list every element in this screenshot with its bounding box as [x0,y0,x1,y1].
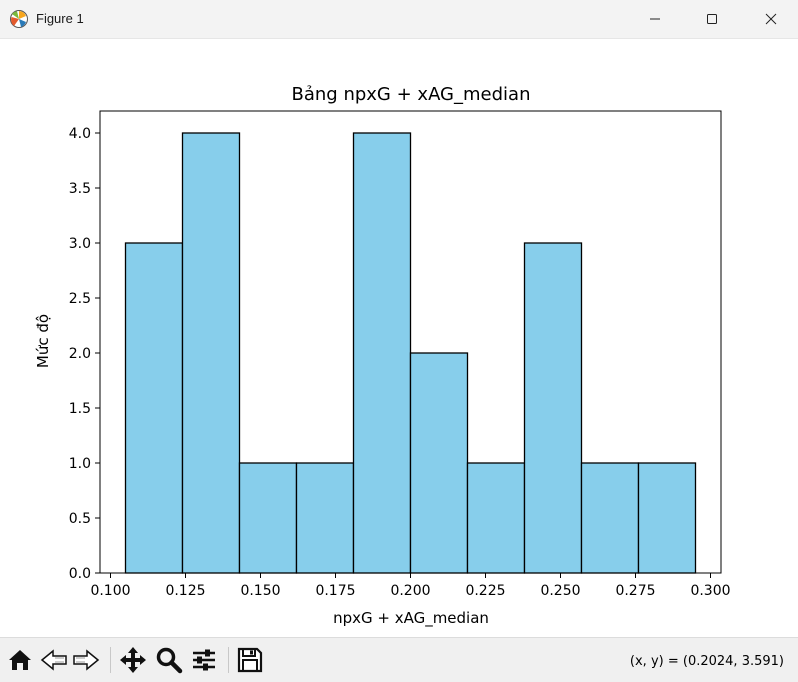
x-axis-label: npxG + xAG_median [333,609,489,628]
home-icon [9,650,31,670]
cursor-coordinates: (x, y) = (0.2024, 3.591) [629,654,784,669]
y-tick-label: 0.0 [69,566,91,582]
pan-button[interactable] [119,646,147,674]
window-title: Figure 1 [36,11,84,26]
window-titlebar: Figure 1 [0,0,798,39]
histogram-bar [352,132,412,574]
y-tick-label: 1.5 [69,401,91,417]
y-tick-label: 0.5 [69,511,91,527]
x-tick-label: 0.225 [465,583,505,599]
pan-move-icon [120,647,146,673]
x-tick-label: 0.200 [390,583,430,599]
x-tick-label: 0.250 [540,583,580,599]
navigation-toolbar: (x, y) = (0.2024, 3.591) [0,637,798,682]
y-tick-label: 4.0 [69,126,91,142]
y-tick-label: 1.0 [69,456,91,472]
zoom-button[interactable] [155,646,183,674]
histogram-bar [580,462,640,574]
histogram-bar [466,462,526,574]
close-icon [765,13,777,25]
minimize-button[interactable] [632,0,678,38]
chart-title: Bảng npxG + xAG_median [292,84,531,105]
y-tick-label: 3.0 [69,236,91,252]
toolbar-separator [228,647,229,673]
histogram-bar [181,132,241,574]
forward-button[interactable] [72,646,100,674]
histogram-bar [637,462,697,574]
matplotlib-icon [9,9,29,29]
y-tick-label: 2.0 [69,346,91,362]
histogram-chart: 0.100 0.125 0.150 0.175 0.200 0.225 0.250 0.275… [34,84,731,628]
zoom-magnifier-icon [156,647,183,674]
maximize-button[interactable] [689,0,735,38]
x-tick-label: 0.125 [165,583,205,599]
save-button[interactable] [236,646,264,674]
x-tick-label: 0.100 [90,583,130,599]
back-arrow-icon [40,649,67,671]
histogram-bar [124,242,184,574]
figure-canvas[interactable]: 0.100 0.125 0.150 0.175 0.200 0.225 0.250 0.275… [0,39,798,637]
close-button[interactable] [748,0,794,38]
home-button[interactable] [6,646,34,674]
y-tick-label: 3.5 [69,181,91,197]
back-button[interactable] [40,646,68,674]
forward-arrow-icon [73,649,100,671]
configure-subplots-button[interactable] [190,646,218,674]
x-tick-label: 0.175 [315,583,355,599]
maximize-icon [707,14,717,24]
histogram-bar [295,462,355,574]
histogram-bar [409,352,469,574]
toolbar-separator [110,647,111,673]
x-tick-label: 0.275 [615,583,655,599]
y-axis-label: Mức độ [34,314,52,368]
save-icon [237,647,263,673]
x-tick-label: 0.150 [240,583,280,599]
minimize-icon [650,18,660,20]
configure-subplots-icon [193,649,215,671]
histogram-bar [523,242,583,574]
y-tick-label: 2.5 [69,291,91,307]
histogram-bar [238,462,298,574]
x-tick-label: 0.300 [690,583,730,599]
